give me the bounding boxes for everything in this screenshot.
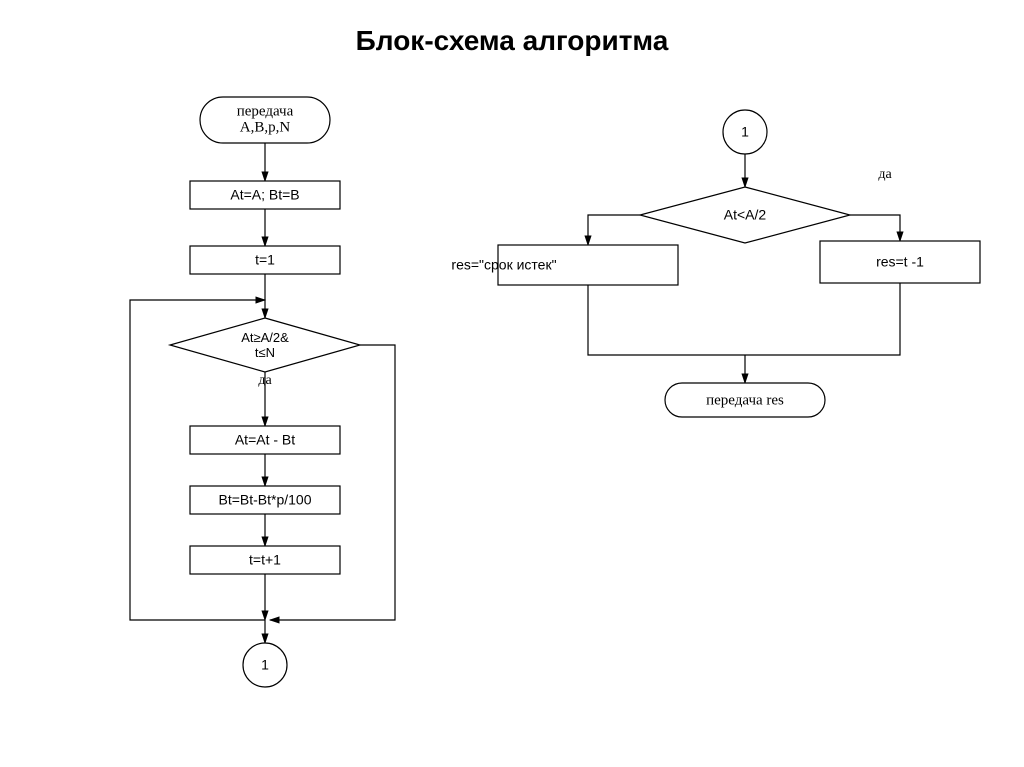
svg-text:передача: передача [237,103,294,119]
svg-text:передача res: передача res [706,392,784,408]
svg-text:At=A; Bt=B: At=A; Bt=B [230,187,299,203]
svg-text:Bt=Bt-Bt*p/100: Bt=Bt-Bt*p/100 [218,492,311,508]
svg-text:res="срок истек": res="срок истек" [451,257,556,273]
svg-text:At≥A/2&: At≥A/2& [241,330,289,345]
svg-text:At=At - Bt: At=At - Bt [235,432,295,448]
svg-text:A,B,p,N: A,B,p,N [240,119,291,135]
diagram-title: Блок-схема алгоритма [356,25,669,56]
svg-text:t=1: t=1 [255,252,275,268]
edge [588,215,640,245]
svg-text:1: 1 [741,124,749,140]
svg-text:t≤N: t≤N [255,345,275,360]
edge [745,283,900,355]
edge [850,215,900,241]
svg-text:t=t+1: t=t+1 [249,552,281,568]
svg-text:At<A/2: At<A/2 [724,207,767,223]
edge [270,345,395,620]
flowchart-canvas: Блок-схема алгоритма передачаA,B,p,N At=A… [0,0,1024,767]
svg-text:1: 1 [261,657,269,673]
nodes: передачаA,B,p,N At=A; Bt=B t=1 At≥A/2&t≤N да… [170,97,980,687]
svg-text:res=t -1: res=t -1 [876,254,924,270]
edge [588,285,745,355]
label-d1_yes: да [258,373,272,388]
label-d2_yes: да [878,167,892,182]
